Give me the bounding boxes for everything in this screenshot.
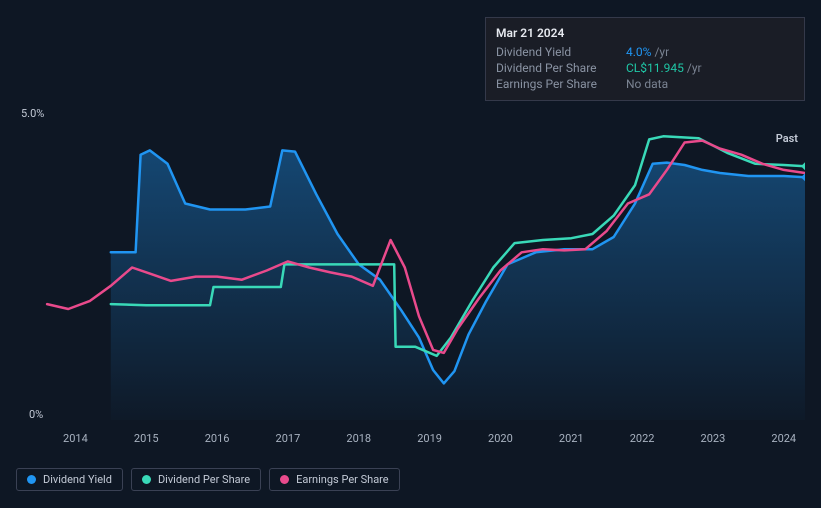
tooltip-row-yield: Dividend Yield 4.0% /yr: [496, 44, 794, 60]
legend-dot-icon: [142, 475, 151, 484]
tooltip-row-eps: Earnings Per Share No data: [496, 76, 794, 92]
x-tick: 2018: [346, 432, 371, 445]
tooltip-value: 4.0%: [626, 45, 651, 59]
legend-label: Earnings Per Share: [296, 473, 389, 486]
tooltip-value: No data: [626, 77, 668, 91]
x-tick: 2022: [630, 432, 655, 445]
tooltip-label: Earnings Per Share: [496, 77, 626, 91]
end-marker-dividend_per_share: [801, 162, 805, 170]
legend-item-dividend_yield[interactable]: Dividend Yield: [16, 468, 123, 491]
legend-label: Dividend Per Share: [158, 473, 250, 486]
x-tick: 2023: [701, 432, 726, 445]
chart-legend: Dividend Yield Dividend Per Share Earnings…: [16, 468, 400, 491]
x-tick: 2014: [63, 432, 88, 445]
tooltip-suffix: /yr: [687, 61, 702, 75]
legend-dot-icon: [280, 475, 289, 484]
x-tick: 2021: [559, 432, 584, 445]
tooltip-label: Dividend Per Share: [496, 61, 626, 75]
area-fill: [111, 150, 805, 420]
x-tick: 2019: [417, 432, 442, 445]
tooltip-label: Dividend Yield: [496, 45, 626, 59]
x-tick: 2015: [134, 432, 159, 445]
tooltip-value: CL$11.945: [626, 61, 684, 75]
x-tick: 2016: [205, 432, 230, 445]
tooltip-row-dps: Dividend Per Share CL$11.945 /yr: [496, 60, 794, 76]
legend-dot-icon: [27, 475, 36, 484]
x-tick: 2020: [488, 432, 513, 445]
legend-label: Dividend Yield: [43, 473, 112, 486]
x-tick: 2017: [276, 432, 301, 445]
x-axis: 2014 2015 2016 2017 2018 2019 2020 2021 2022 2023…: [40, 432, 805, 448]
chart-tooltip: Mar 21 2024 Dividend Yield 4.0% /yr Divi…: [485, 17, 805, 101]
tooltip-date: Mar 21 2024: [496, 26, 794, 40]
chart-plot[interactable]: [40, 115, 805, 420]
x-tick: 2024: [771, 432, 796, 445]
chart-container: Mar 21 2024 Dividend Yield 4.0% /yr Divi…: [0, 0, 821, 508]
legend-item-earnings_per_share[interactable]: Earnings Per Share: [269, 468, 400, 491]
legend-item-dividend_per_share[interactable]: Dividend Per Share: [131, 468, 261, 491]
tooltip-suffix: /yr: [654, 45, 669, 59]
